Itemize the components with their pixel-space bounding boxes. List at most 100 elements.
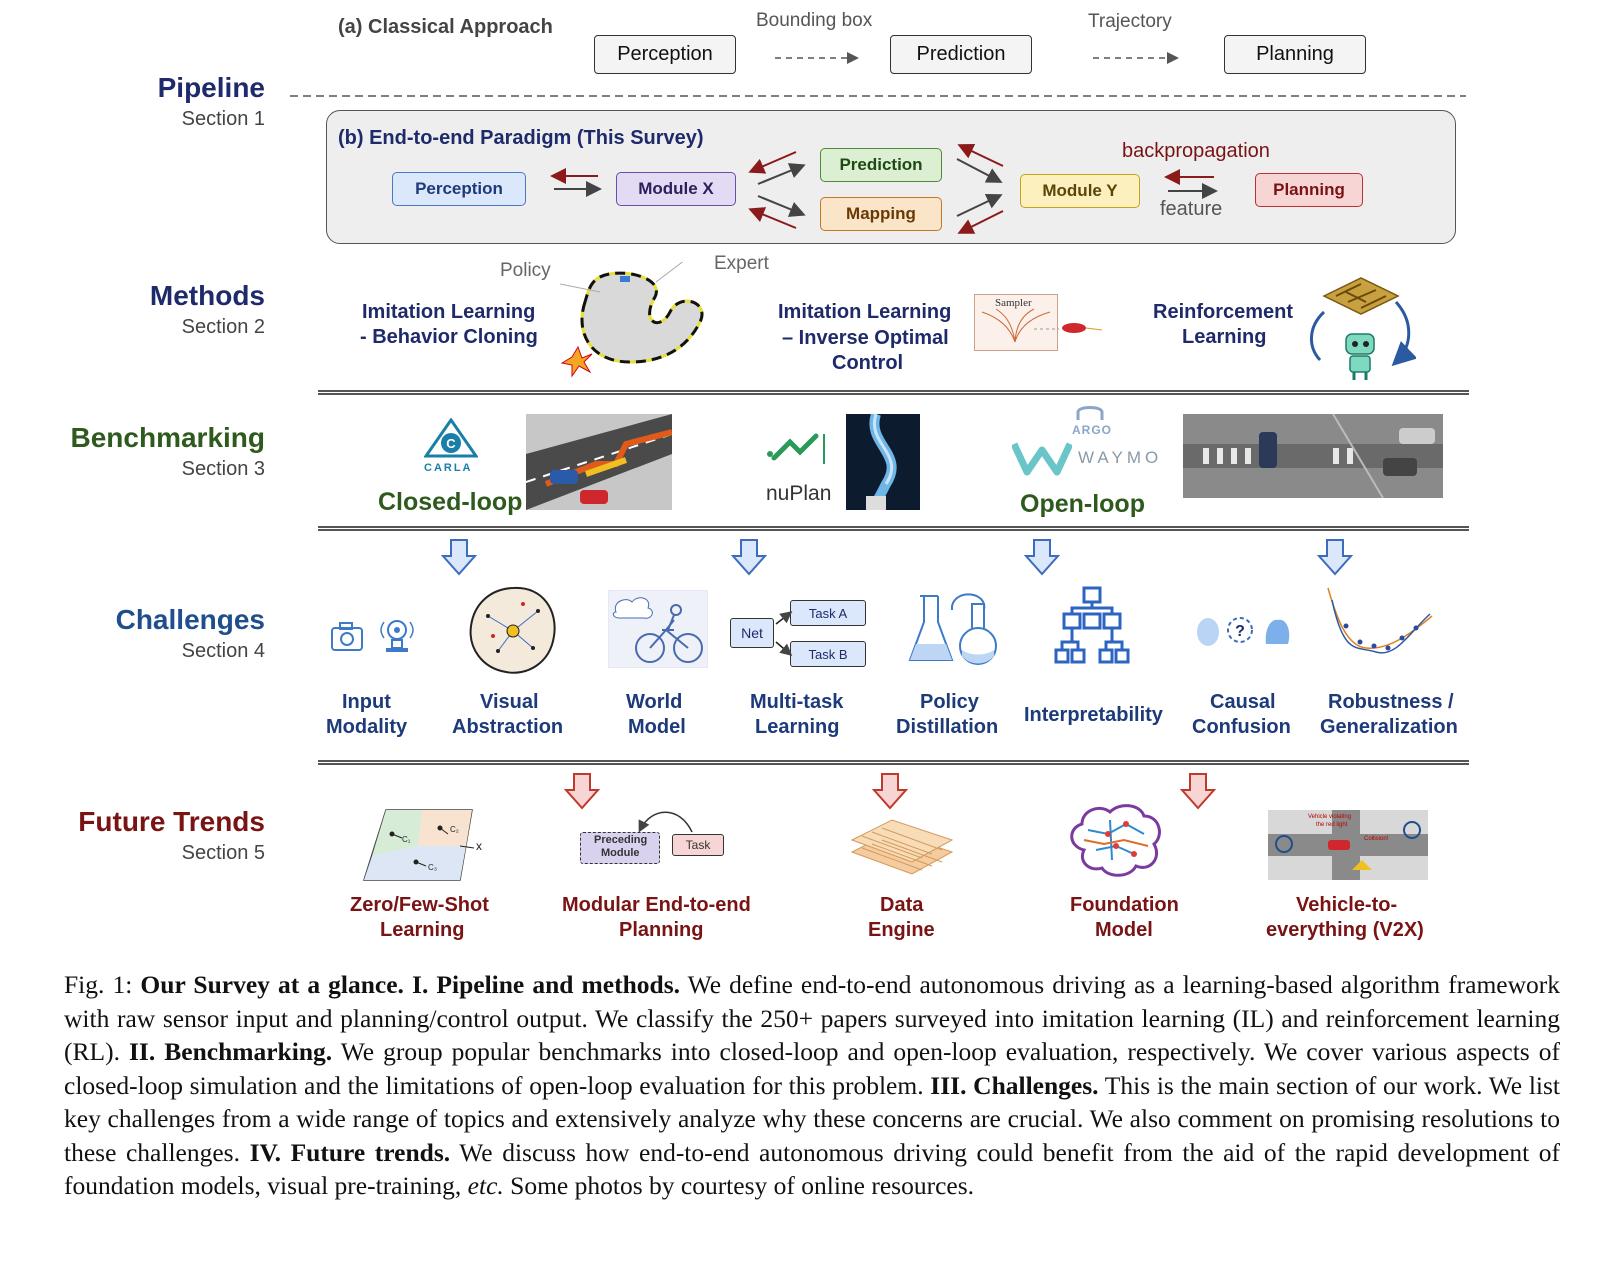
trajectory-edge-label: Trajectory [1088,11,1172,32]
policy-label: Policy [500,260,551,281]
challenge-interpretability: Interpretability [1024,704,1163,726]
caption-part-5: Some photos by courtesy of online resour… [503,1171,975,1200]
foundation-model-brain-icon [1070,804,1161,877]
waymo-logo-icon [1012,442,1072,476]
zero-shot-cluster-image: x C₁ C₂ C₃ [362,809,482,881]
challenge-policy-distillation-l1: Policy [920,691,979,713]
sampler-label: Sampler [995,297,1032,309]
caption-part-3: This is the main section of our work. We… [64,1070,1560,1167]
world-model-image [608,590,708,668]
argo-logo-icon [1076,406,1104,420]
svg-text:?: ? [1235,623,1245,640]
svg-text:the red light: the red light [1316,822,1348,828]
backprop-label: backpropagation [1122,140,1270,162]
nuplan-logo-icon [767,433,825,464]
divider-benchmarking [318,526,1469,531]
benchmarking-section: Section 3 [181,458,265,480]
il-ioc-line1: Imitation Learning [778,301,952,323]
task-b-box: Task B [790,641,866,667]
classical-prediction-box: Prediction [890,35,1032,74]
future-modular-l2: Planning [619,919,704,941]
svg-text:C₂: C₂ [450,825,459,834]
e2e-mapping-box: Mapping [820,197,942,231]
camera-icon [331,620,414,652]
e2e-planning-box: Planning [1255,173,1363,207]
challenge-world-model-l2: Model [628,716,686,738]
figure-caption: Fig. 1: Our Survey at a glance. I. Pipel… [64,968,1560,1203]
future-data-engine-l1: Data [880,894,924,916]
future-foundation-l2: Model [1095,919,1153,941]
expert-label: Expert [714,253,769,274]
down-arrow-4 [1316,539,1354,576]
caption-heading-2: II. Benchmarking. [128,1037,333,1066]
future-modular-l1: Modular End-to-end [562,894,751,916]
data-engine-icon [850,819,954,875]
il-ioc-line3: Control [832,352,904,374]
sampler-box [974,294,1058,351]
future-zero-shot-l2: Learning [380,919,465,941]
future-zero-shot-l1: Zero/Few-Shot [350,894,489,916]
e2e-arrows [550,143,1218,234]
robustness-curve-icon [1327,587,1433,654]
down-arrow-3 [1023,539,1061,576]
future-v2x-l1: Vehicle-to- [1296,894,1398,916]
down-arrow-red-2 [871,773,909,810]
flask-icon [908,593,997,665]
classical-label: (a) Classical Approach [338,16,553,38]
crash-icon [560,345,593,378]
caption-heading-1: Our Survey at a glance. I. Pipeline and … [140,970,681,999]
future-title: Future Trends [78,806,265,837]
e2e-modulex-box: Module X [616,172,736,206]
challenge-world-model-l1: World [626,691,683,713]
svg-text:Collision!: Collision! [1364,836,1389,842]
e2e-prediction-box: Prediction [820,148,942,182]
carla-logo-text: CARLA [424,462,473,474]
challenge-multitask-l1: Multi-task [750,691,844,713]
carla-logo-icon: C [424,418,478,458]
future-data-engine-l2: Engine [868,919,935,941]
rl-line1: Reinforcement [1153,301,1294,323]
caption-part-2: We group popular benchmarks into closed-… [64,1037,1560,1100]
down-arrow-red-3 [1179,773,1217,810]
future-task-box: Task [672,834,724,856]
down-arrow-2 [730,539,768,576]
waymo-logo-text: WAYMO [1078,448,1163,467]
carla-sim-image [526,414,672,510]
classical-planning-box: Planning [1224,35,1366,74]
zero-shot-x: x [476,839,482,853]
race-track-illustration [560,262,704,378]
net-box: Net [730,618,774,648]
methods-section: Section 2 [181,316,265,338]
robot-icon [1345,333,1375,355]
challenge-visual-abstraction-l2: Abstraction [452,716,564,738]
challenge-visual-abstraction-l1: Visual [480,691,539,713]
caption-fig: Fig. 1: [64,970,133,999]
open-loop-aerial-image [1183,414,1443,498]
feature-label: feature [1160,198,1223,220]
svg-text:C₁: C₁ [402,835,411,844]
divider-methods [318,390,1469,395]
il-ioc-line2: – Inverse Optimal [782,327,949,349]
lidar-icon [380,620,414,652]
caption-heading-3: III. Challenges. [930,1070,1099,1100]
open-loop-label: Open-loop [1020,490,1145,518]
multitask-arrows [775,611,793,656]
challenges-section: Section 4 [181,640,265,662]
svg-text:C₃: C₃ [428,863,437,872]
challenge-robustness-l1: Robustness / [1328,691,1454,713]
preceding-module-box [580,832,660,864]
il-bc-line1: Imitation Learning [362,301,536,323]
future-v2x-l2: everything (V2X) [1266,919,1424,941]
challenge-policy-distillation-l2: Distillation [896,716,999,738]
blue-down-arrows [440,539,1354,576]
preceding-module-l1: Preceding [594,834,648,846]
benchmarking-title: Benchmarking [70,422,266,453]
svg-text:C: C [446,436,456,451]
classical-arrows [290,52,1466,97]
causal-confusion-icon: ? [1197,617,1290,646]
nuplan-label: nuPlan [766,482,832,505]
down-arrow-1 [440,539,478,576]
caption-etc: etc. [467,1171,504,1200]
methods-title: Methods [149,280,265,311]
challenge-input-modality-l2: Modality [326,716,408,738]
